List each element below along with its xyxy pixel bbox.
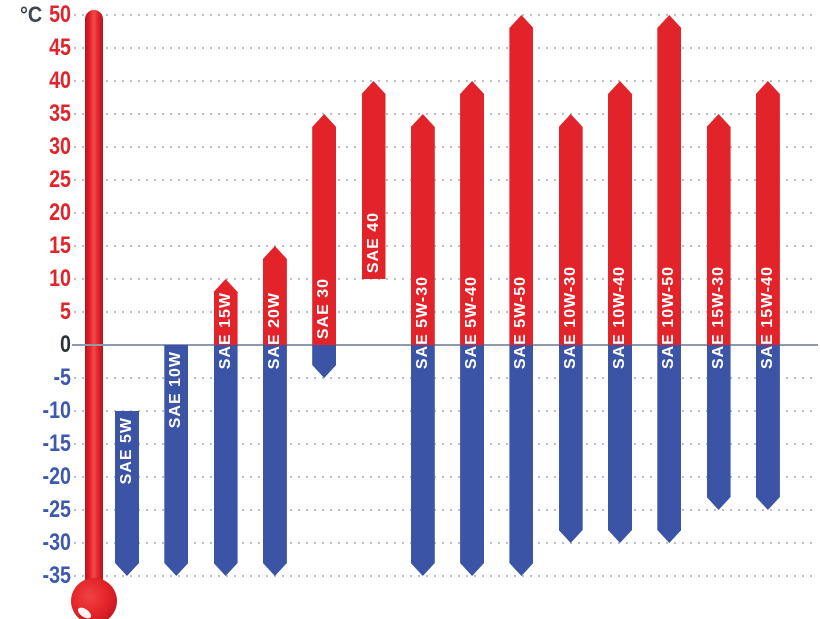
bar-segment-below-zero [214, 345, 238, 576]
bar-segment-below-zero [756, 345, 780, 510]
bar-segment-above-zero [657, 15, 681, 345]
gridline-10 [74, 278, 816, 280]
tick-label--30: -30 [42, 529, 71, 556]
bar-segment-above-zero [559, 114, 583, 345]
bar-segment-above-zero [312, 114, 336, 345]
bar-segment-above-zero [756, 81, 780, 345]
tick-label-5: 5 [60, 298, 71, 325]
bar-segment-below-zero [657, 345, 681, 543]
bar-sae-20w: SAE 20W [263, 246, 287, 576]
gridline-35 [74, 113, 816, 115]
bar-sae-10w-40: SAE 10W-40 [608, 81, 632, 543]
bar-segment-below-zero [263, 345, 287, 576]
bar-sae-15w-30: SAE 15W-30 [707, 114, 731, 510]
zero-axis-line [72, 344, 818, 346]
tick-label-20: 20 [49, 199, 71, 226]
bar-sae-30: SAE 30 [312, 114, 336, 378]
thermometer-tube [85, 10, 103, 602]
bar-segment-below-zero [411, 345, 435, 576]
tick-label-25: 25 [49, 166, 71, 193]
tick-label--25: -25 [42, 496, 71, 523]
tick-label-40: 40 [49, 67, 71, 94]
bar-segment-below-zero [460, 345, 484, 576]
tick-label--35: -35 [42, 562, 71, 589]
bar-sae-10w-30: SAE 10W-30 [559, 114, 583, 543]
bar-segment-below-zero [608, 345, 632, 543]
bar-segment-below-zero [559, 345, 583, 543]
bar-segment-above-zero [263, 246, 287, 345]
gridline-45 [74, 47, 816, 49]
tick-label-30: 30 [49, 133, 71, 160]
bar-sae-5w-50: SAE 5W-50 [509, 15, 533, 576]
gridline-5 [74, 311, 816, 313]
tick-label--15: -15 [42, 430, 71, 457]
bar-segment-above-zero [411, 114, 435, 345]
tick-label--5: -5 [53, 364, 71, 391]
gridline--15 [74, 443, 816, 445]
tick-label-45: 45 [49, 34, 71, 61]
bar-segment-below-zero [707, 345, 731, 510]
bar-segment-above-zero [608, 81, 632, 345]
bar-sae-5w-40: SAE 5W-40 [460, 81, 484, 576]
bar-sae-10w-50: SAE 10W-50 [657, 15, 681, 543]
gridline--35 [74, 575, 816, 577]
gridline-25 [74, 179, 816, 181]
tick-label--10: -10 [42, 397, 71, 424]
gridline-20 [74, 212, 816, 214]
gridline--10 [74, 410, 816, 412]
gridline-40 [74, 80, 816, 82]
bar-sae-15w: SAE 15W [214, 279, 238, 576]
bar-segment-below-zero [115, 411, 139, 576]
bar-segment-above-zero [509, 15, 533, 345]
gridline--20 [74, 476, 816, 478]
bar-segment-below-zero [509, 345, 533, 576]
gridline-15 [74, 245, 816, 247]
bar-sae-5w-30: SAE 5W-30 [411, 114, 435, 576]
tick-label-15: 15 [49, 232, 71, 259]
bar-segment-above-zero [707, 114, 731, 345]
bar-sae-5w: SAE 5W [115, 411, 139, 576]
gridline--5 [74, 377, 816, 379]
axis-unit-label: °C [20, 2, 43, 27]
bar-segment-above-zero [460, 81, 484, 345]
bar-sae-10w: SAE 10W [164, 345, 188, 576]
bar-segment-above-zero [214, 279, 238, 345]
bar-segment-above-zero [361, 81, 386, 279]
bar-sae-15w-40: SAE 15W-40 [756, 81, 780, 510]
gridline-30 [74, 146, 816, 148]
gridline--25 [74, 509, 816, 511]
bar-segment-below-zero [164, 345, 188, 576]
bar-sae-40: SAE 40 [361, 81, 386, 279]
tick-label--20: -20 [42, 463, 71, 490]
tick-label-35: 35 [49, 100, 71, 127]
gridline--30 [74, 542, 816, 544]
tick-label-50: 50 [49, 1, 71, 28]
thermometer-bulb [71, 578, 117, 619]
tick-label-0: 0 [60, 331, 71, 358]
gridline-50 [74, 14, 816, 16]
tick-label-10: 10 [49, 265, 71, 292]
